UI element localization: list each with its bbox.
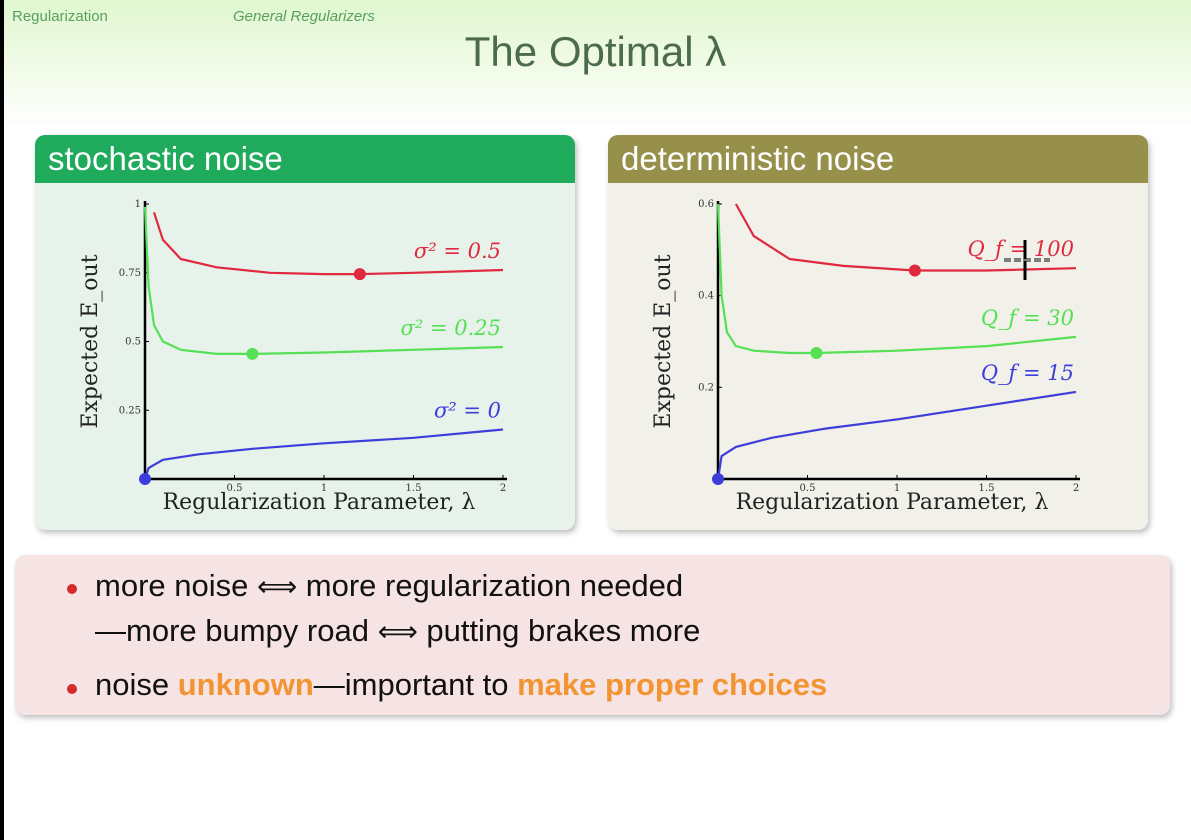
bullet-line-2: noise unknown—important to make proper c… — [95, 667, 827, 703]
y-tick-label: 0.5 — [125, 337, 141, 348]
slide-title: The Optimal λ — [464, 28, 727, 75]
optimum-point — [908, 264, 921, 277]
series-label: Q_f = 30 — [981, 306, 1074, 330]
x-tick-label: 1.5 — [406, 483, 422, 494]
y-tick-label: 0.25 — [119, 405, 141, 416]
x-tick-label: 1 — [894, 483, 900, 494]
bullet-line-1-cont: —more bumpy road ⟺ putting brakes more — [95, 613, 700, 649]
series-line — [143, 206, 504, 355]
bullet-text: more noise — [95, 568, 249, 603]
bullet-line-1: more noise ⟺ more regularization needed — [95, 568, 683, 604]
series-line — [734, 203, 1077, 272]
x-tick-label: 0.5 — [800, 483, 816, 494]
deterministic-noise-panel: deterministic noise 0.6 0.4 0.2 0.5 1 1.5 2 Reg… — [608, 135, 1148, 530]
bullet-text: —important to — [313, 667, 518, 702]
y-tick-label: 0.2 — [698, 382, 714, 393]
series-line — [716, 203, 1077, 355]
bullet-text: putting brakes more — [426, 613, 701, 648]
x-tick-label: 2 — [500, 483, 506, 494]
series-label: σ² = 0.5 — [414, 239, 501, 263]
panel-header: deterministic noise — [608, 135, 1148, 183]
y-tick-label: 0.75 — [119, 268, 141, 279]
series-line — [716, 390, 1077, 480]
y-axis-label: Expected E_out — [651, 254, 676, 428]
optimum-point — [139, 473, 151, 485]
series-label: σ² = 0.25 — [401, 316, 501, 340]
optimum-point — [246, 347, 259, 360]
y-tick-label: 0.6 — [698, 199, 714, 210]
stochastic-noise-panel: stochastic noise 1 0.75 0.5 0.25 0.5 1 1.5 2 Reg… — [35, 135, 575, 530]
series-label: Q_f = 100 — [967, 237, 1074, 261]
y-axis-label: Expected E_out — [78, 254, 103, 428]
optimum-point — [712, 473, 724, 485]
panel-header: stochastic noise — [35, 135, 575, 183]
y-tick-label: 0.4 — [698, 291, 714, 302]
x-tick-label: 1.5 — [979, 483, 995, 494]
stochastic-noise-chart: 1 0.75 0.5 0.25 0.5 1 1.5 2 Regularization Param… — [78, 199, 507, 515]
x-axis-label: Regularization Parameter, λ — [163, 490, 476, 515]
left-edge-bar — [0, 0, 4, 840]
iff-arrow: ⟺ — [256, 570, 298, 603]
bullet-text: noise — [95, 667, 178, 702]
highlight-proper-choices: make proper choices — [517, 667, 828, 702]
x-axis-label: Regularization Parameter, λ — [736, 490, 1049, 515]
bullet-text: more regularization needed — [305, 568, 684, 603]
highlight-unknown: unknown — [177, 667, 314, 702]
deterministic-noise-chart: 0.6 0.4 0.2 0.5 1 1.5 2 Regularization Paramete… — [651, 199, 1080, 515]
breadcrumb-section[interactable]: Regularization — [12, 8, 108, 25]
bullet-dot — [67, 684, 77, 694]
series-label: Q_f = 15 — [981, 361, 1074, 385]
x-tick-label: 1 — [321, 483, 327, 494]
bullet-text: —more bumpy road — [95, 613, 369, 648]
y-tick-label: 1 — [135, 199, 141, 210]
bullet-dot — [67, 584, 77, 594]
iff-arrow: ⟺ — [377, 615, 418, 648]
optimum-point — [810, 346, 823, 359]
series-label: σ² = 0 — [434, 399, 501, 423]
crosshair-cursor-icon — [1004, 240, 1050, 280]
takeaways-box: more noise ⟺ more regularization needed … — [15, 555, 1170, 715]
breadcrumb-subsection[interactable]: General Regularizers — [233, 8, 375, 25]
series-line — [152, 211, 504, 276]
x-tick-label: 0.5 — [227, 483, 243, 494]
optimum-point — [353, 268, 366, 281]
series-line — [143, 428, 504, 480]
x-tick-label: 2 — [1073, 483, 1079, 494]
